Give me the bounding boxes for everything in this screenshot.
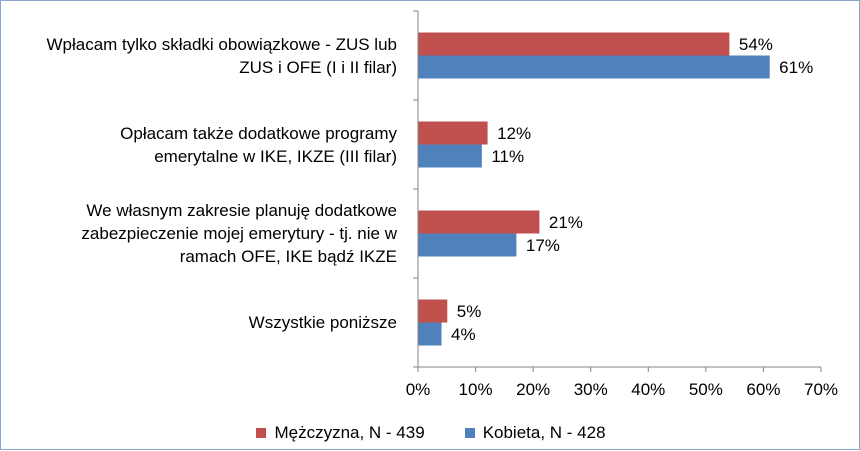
legend-swatch-women <box>464 428 475 438</box>
bar-women <box>418 233 517 257</box>
data-label: 61% <box>779 58 813 77</box>
x-tick-label: 60% <box>746 380 780 399</box>
legend-label-women: Kobieta, N - 428 <box>482 423 606 442</box>
category-label-line: ramach OFE, IKE bądź IKZE <box>179 247 397 266</box>
bar-women <box>418 55 770 79</box>
category-label-line: Opłacam także dodatkowe programy <box>120 123 397 143</box>
category-label-line: We własnym zakresie planuję dodatkowe <box>86 201 397 220</box>
data-label: 21% <box>549 213 583 232</box>
x-tick-label: 50% <box>689 380 723 399</box>
data-label: 12% <box>497 124 531 143</box>
data-label: 5% <box>457 302 482 321</box>
category-label: Wszystkie poniższe <box>0 311 397 334</box>
category-label-line: zabezpieczenie mojej emerytury - tj. nie… <box>81 224 397 243</box>
data-label: 54% <box>739 35 773 54</box>
x-tick-label: 70% <box>804 380 838 399</box>
category-label: Opłacam także dodatkowe programy emerytal… <box>0 122 397 168</box>
x-tick-label: 30% <box>574 380 608 399</box>
category-label: We własnym zakresie planuję dodatkowe zab… <box>0 199 397 268</box>
category-label-line: ZUS i OFE (I i II filar) <box>239 57 397 77</box>
bar-men <box>418 210 540 234</box>
x-tick-label: 40% <box>631 380 665 399</box>
data-label: 17% <box>526 236 560 255</box>
category-label-line: Wszystkie poniższe <box>248 313 397 332</box>
legend-item-women: Kobieta, N - 428 <box>464 423 606 443</box>
data-label: 4% <box>451 325 476 344</box>
legend: Mężczyzna, N - 439 Kobieta, N - 428 <box>1 423 860 443</box>
category-label: Wpłacam tylko składki obowiązkowe - ZUS … <box>0 33 397 79</box>
data-label: 11% <box>491 147 524 166</box>
legend-swatch-men <box>256 428 267 438</box>
x-tick-label: 10% <box>459 380 493 399</box>
bar-women <box>418 322 442 346</box>
legend-label-men: Mężczyzna, N - 439 <box>274 423 425 442</box>
bar-men <box>418 121 488 145</box>
x-tick-label: 20% <box>516 380 550 399</box>
bar-women <box>418 144 482 168</box>
bar-men <box>418 299 448 323</box>
category-label-line: emerytalne w IKE, IKZE (III filar) <box>154 146 397 166</box>
category-label-line: Wpłacam tylko składki obowiązkowe - ZUS … <box>46 34 397 54</box>
x-tick-label: 0% <box>406 380 431 399</box>
legend-item-men: Mężczyzna, N - 439 <box>256 423 425 443</box>
bar-men <box>418 32 730 56</box>
